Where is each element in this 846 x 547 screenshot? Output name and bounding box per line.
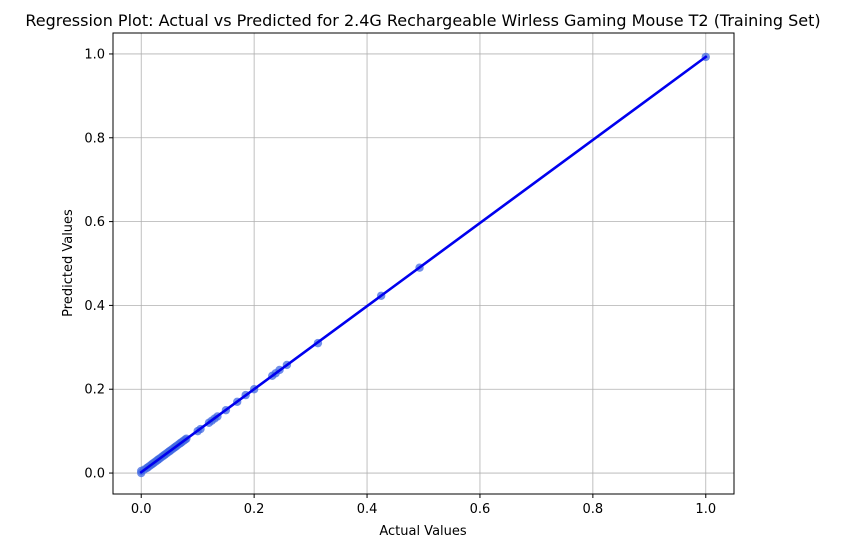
- x-tick-label: 0.2: [244, 502, 265, 517]
- grid-lines: [113, 33, 734, 494]
- y-tick-label: 0.4: [84, 299, 105, 314]
- chart-title: Regression Plot: Actual vs Predicted for…: [25, 11, 820, 30]
- x-tick-label: 0.0: [131, 502, 152, 517]
- x-axis-label: Actual Values: [379, 524, 467, 539]
- y-axis-label: Predicted Values: [61, 209, 76, 317]
- y-tick-label: 0.6: [84, 215, 105, 230]
- plot-frame: [112, 32, 735, 495]
- y-tick-label: 0.0: [84, 467, 105, 482]
- x-tick-label: 0.4: [357, 502, 378, 517]
- x-tick-label: 0.8: [583, 502, 604, 517]
- x-tick-label: 1.0: [695, 502, 716, 517]
- y-axis-ticks: 0.0 0.2 0.4 0.6 0.8 1.0: [84, 47, 113, 482]
- regression-line-group: [139, 55, 708, 475]
- x-axis-ticks: 0.0 0.2 0.4 0.6 0.8 1.0: [131, 494, 716, 517]
- y-tick-label: 0.8: [84, 131, 105, 146]
- y-tick-label: 0.2: [84, 383, 105, 398]
- y-tick-label: 1.0: [84, 47, 105, 62]
- regression-line: [139, 55, 708, 475]
- x-tick-label: 0.6: [470, 502, 491, 517]
